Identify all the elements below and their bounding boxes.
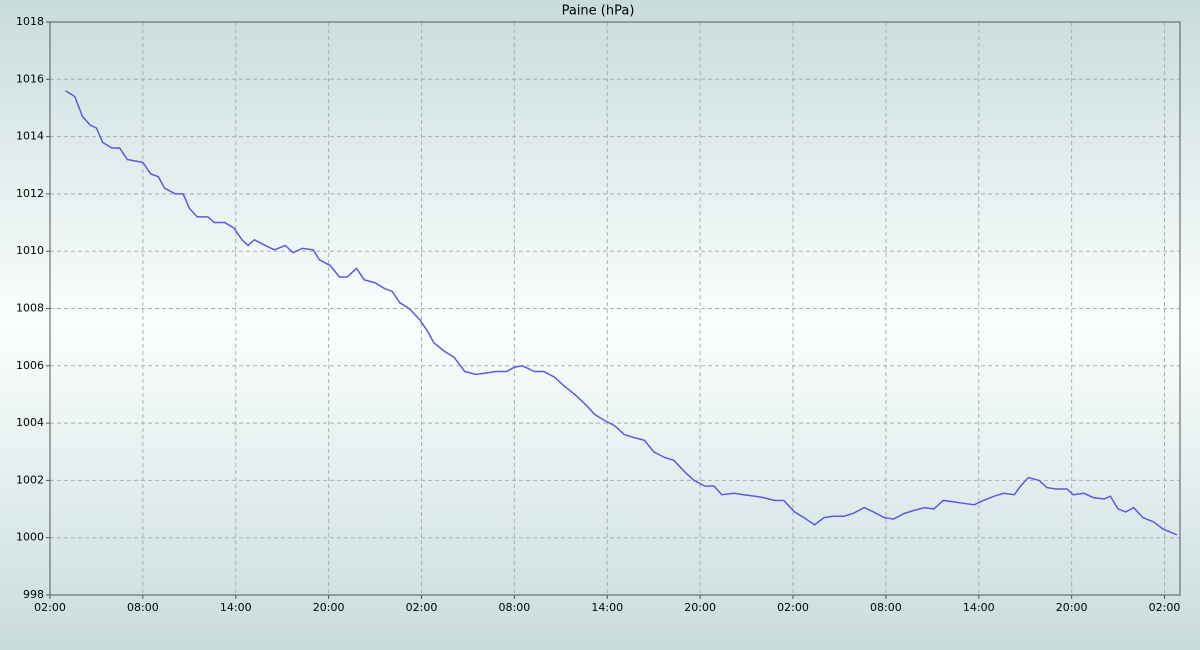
x-tick-label: 02:00: [777, 601, 809, 614]
y-tick-label: 1010: [16, 244, 44, 257]
x-tick-label: 02:00: [406, 601, 438, 614]
y-tick-label: 1002: [16, 473, 44, 486]
y-tick-label: 1000: [16, 531, 44, 544]
x-tick-label: 02:00: [1149, 601, 1181, 614]
x-tick-label: 08:00: [870, 601, 902, 614]
x-tick-label: 20:00: [684, 601, 716, 614]
x-tick-label: 14:00: [591, 601, 623, 614]
chart-title: Paine (hPa): [562, 4, 635, 19]
y-tick-label: 1018: [16, 15, 44, 28]
plot-frame: [49, 21, 1181, 596]
y-tick-label: 1008: [16, 302, 44, 315]
x-tick-label: 08:00: [499, 601, 531, 614]
x-tick-label: 20:00: [313, 601, 345, 614]
y-tick-label: 1006: [16, 359, 44, 372]
x-tick-label: 08:00: [127, 601, 159, 614]
y-tick-label: 1014: [16, 130, 44, 143]
data-line: [65, 90, 1178, 536]
y-tick-label: 998: [23, 588, 44, 601]
y-tick-label: 1012: [16, 187, 44, 200]
y-tick-label: 1016: [16, 72, 44, 85]
x-tick-label: 14:00: [220, 601, 252, 614]
x-tick-label: 14:00: [963, 601, 995, 614]
x-tick-label: 20:00: [1056, 601, 1088, 614]
x-tick-label: 02:00: [34, 601, 66, 614]
y-tick-label: 1004: [16, 416, 44, 429]
